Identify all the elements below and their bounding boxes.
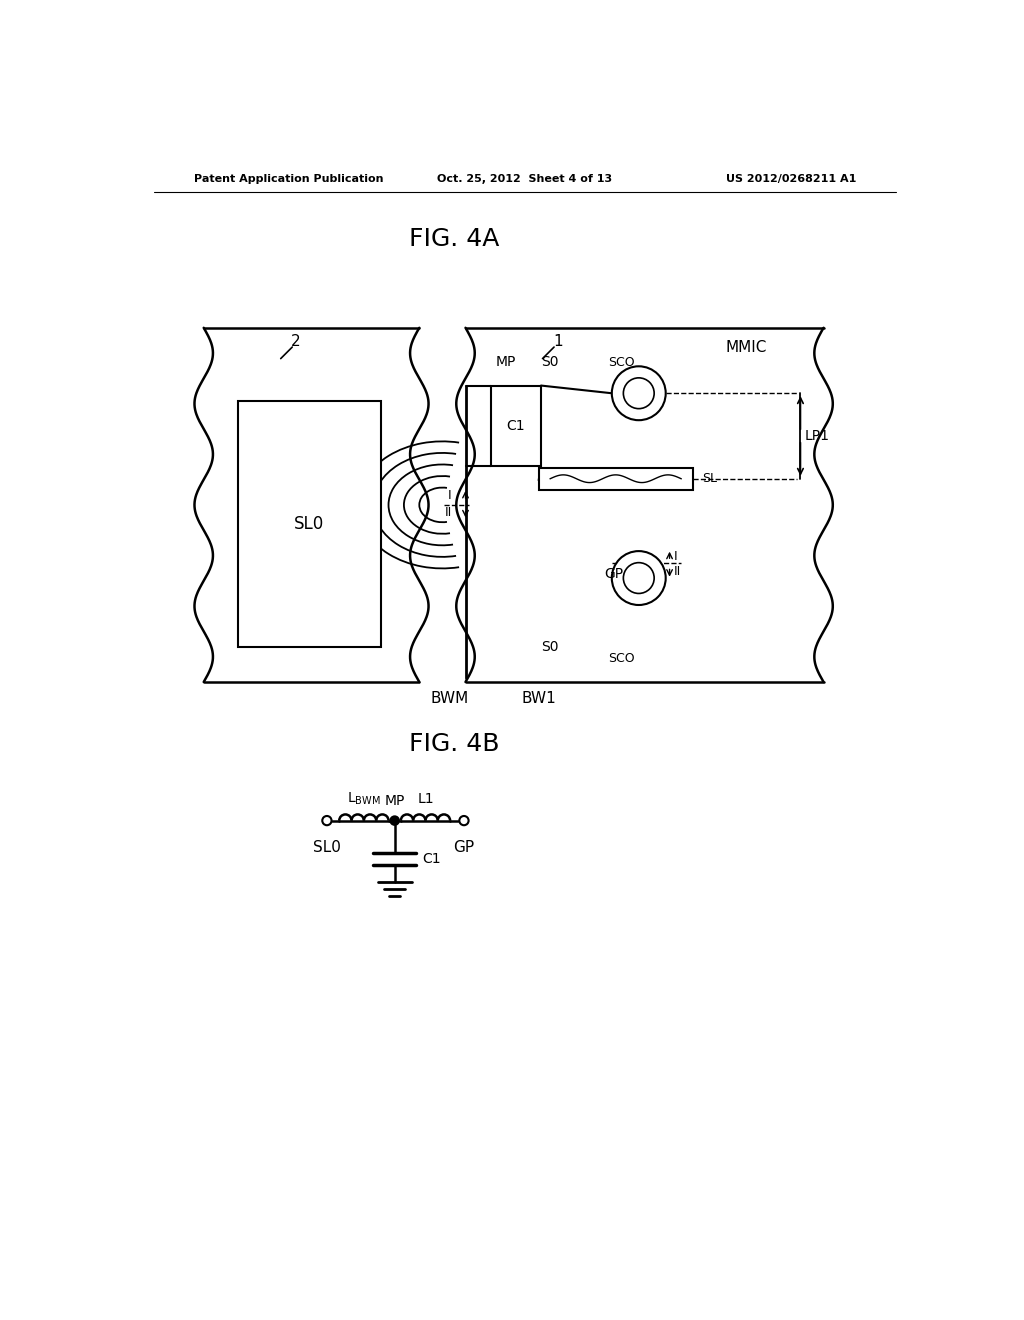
Text: GP: GP [604, 568, 624, 581]
Text: C1: C1 [422, 853, 441, 866]
Circle shape [624, 562, 654, 594]
Circle shape [460, 816, 469, 825]
Bar [539, 469, 692, 490]
Circle shape [323, 816, 332, 825]
Circle shape [611, 552, 666, 605]
Text: S0: S0 [542, 355, 559, 370]
Text: GP: GP [454, 840, 474, 855]
Text: I: I [674, 550, 677, 564]
Text: L1: L1 [417, 792, 434, 807]
Text: SCO: SCO [608, 356, 635, 370]
Text: FIG. 4B: FIG. 4B [409, 731, 500, 755]
Text: 1: 1 [553, 334, 563, 350]
Text: SL0: SL0 [294, 515, 325, 533]
Text: C1: C1 [507, 418, 525, 433]
Circle shape [611, 366, 666, 420]
Text: SCO: SCO [608, 652, 635, 665]
Text: Oct. 25, 2012  Sheet 4 of 13: Oct. 25, 2012 Sheet 4 of 13 [437, 174, 612, 185]
Text: BWM: BWM [431, 692, 469, 706]
Text: I: I [449, 490, 452, 502]
Text: II: II [444, 506, 452, 519]
Text: LP1: LP1 [805, 429, 829, 444]
Text: FIG. 4A: FIG. 4A [409, 227, 499, 251]
Text: MP: MP [496, 355, 516, 370]
Text: US 2012/0268211 A1: US 2012/0268211 A1 [726, 174, 856, 185]
Text: 2: 2 [291, 334, 301, 350]
Text: MMIC: MMIC [726, 339, 767, 355]
Circle shape [390, 816, 399, 825]
Circle shape [624, 378, 654, 409]
Text: BW1: BW1 [521, 692, 556, 706]
Bar [490, 385, 541, 466]
Text: II: II [674, 565, 681, 578]
Bar [239, 401, 381, 647]
Text: MP: MP [384, 795, 404, 808]
Text: $\mathregular{L_{BWM}}$: $\mathregular{L_{BWM}}$ [347, 791, 381, 808]
Text: Patent Application Publication: Patent Application Publication [194, 174, 383, 185]
Text: SL: SL [701, 473, 717, 486]
Text: SL0: SL0 [313, 840, 341, 855]
Text: S0: S0 [542, 640, 559, 655]
